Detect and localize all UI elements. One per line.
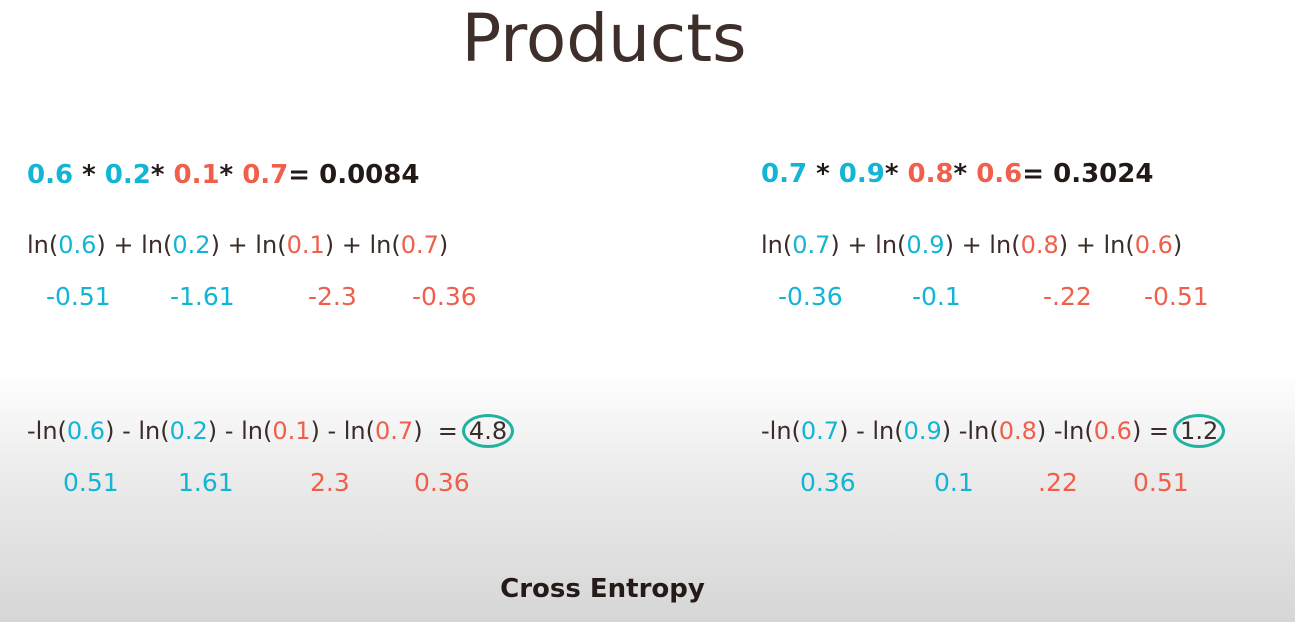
left-product-result: 0.0084: [319, 160, 420, 190]
left-ln-arg-4: 0.7: [400, 231, 439, 259]
right-ln-value-3: -.22: [1043, 282, 1092, 311]
left-ln-values: -0.51 -1.61 -2.3 -0.36: [0, 282, 640, 316]
right-ln-sum-equation: ln(0.7) + ln(0.9) + ln(0.8) + ln(0.6): [761, 231, 1183, 259]
left-ln-value-2: -1.61: [170, 282, 235, 311]
left-product-factor-1: 0.6: [27, 160, 74, 190]
right-ln-value-2: -0.1: [912, 282, 961, 311]
left-product-factor-4: 0.7: [242, 160, 289, 190]
left-neg-ln-value-4: 0.36: [414, 468, 470, 497]
right-product-factor-3: 0.8: [907, 159, 954, 189]
left-ln-arg-1: 0.6: [58, 231, 97, 259]
left-neg-ln-value-1: 0.51: [63, 468, 119, 497]
right-ln-values: -0.36 -0.1 -.22 -0.51: [0, 282, 1295, 316]
right-neg-ln-arg-2: 0.9: [903, 417, 942, 445]
right-neg-ln-arg-3: 0.8: [998, 417, 1037, 445]
right-neg-ln-value-1: 0.36: [800, 468, 856, 497]
right-product-result: 0.3024: [1053, 159, 1154, 189]
left-product-factor-2: 0.2: [104, 160, 151, 190]
left-neg-ln-arg-3: 0.1: [272, 417, 311, 445]
left-neg-ln-sum-equation: -ln(0.6) - ln(0.2) - ln(0.1) - ln(0.7) =…: [27, 414, 515, 448]
right-cross-entropy-result: 1.2: [1173, 414, 1226, 448]
right-ln-arg-3: 0.8: [1020, 231, 1059, 259]
left-ln-arg-3: 0.1: [286, 231, 325, 259]
right-product-factor-1: 0.7: [761, 159, 808, 189]
right-product-factor-2: 0.9: [838, 159, 885, 189]
right-ln-value-1: -0.36: [778, 282, 843, 311]
left-ln-arg-2: 0.2: [172, 231, 211, 259]
left-ln-sum-equation: ln(0.6) + ln(0.2) + ln(0.1) + ln(0.7): [27, 231, 449, 259]
left-neg-ln-arg-2: 0.2: [169, 417, 208, 445]
right-neg-ln-values: 0.36 0.1 .22 0.51: [0, 468, 1295, 502]
right-product-equation: 0.7 * 0.9* 0.8* 0.6= 0.3024: [761, 159, 1154, 189]
right-product-factor-4: 0.6: [976, 159, 1023, 189]
right-neg-ln-value-2: 0.1: [934, 468, 974, 497]
right-ln-value-4: -0.51: [1144, 282, 1209, 311]
left-cross-entropy-result: 4.8: [461, 414, 515, 448]
page-title: Products: [461, 0, 747, 77]
left-neg-ln-arg-1: 0.6: [66, 417, 106, 445]
left-product-equation: 0.6 * 0.2* 0.1* 0.7= 0.0084: [27, 160, 420, 190]
left-product-factor-3: 0.1: [173, 160, 220, 190]
right-neg-ln-sum-equation: -ln(0.7) - ln(0.9) -ln(0.8) -ln(0.6) = 1.…: [761, 414, 1226, 448]
right-ln-arg-1: 0.7: [792, 231, 831, 259]
left-neg-ln-arg-4: 0.7: [375, 417, 414, 445]
right-ln-arg-2: 0.9: [906, 231, 945, 259]
left-neg-ln-value-3: 2.3: [310, 468, 350, 497]
left-ln-value-1: -0.51: [46, 282, 111, 311]
left-ln-value-4: -0.36: [412, 282, 477, 311]
left-ln-value-3: -2.3: [308, 282, 357, 311]
right-neg-ln-value-3: .22: [1038, 468, 1078, 497]
right-neg-ln-value-4: 0.51: [1133, 468, 1189, 497]
right-neg-ln-arg-4: 0.6: [1093, 417, 1132, 445]
left-neg-ln-value-2: 1.61: [178, 468, 234, 497]
left-neg-ln-values: 0.51 1.61 2.3 0.36: [0, 468, 640, 502]
footer-caption: Cross Entropy: [500, 574, 705, 604]
right-ln-arg-4: 0.6: [1134, 231, 1173, 259]
right-neg-ln-arg-1: 0.7: [800, 417, 840, 445]
